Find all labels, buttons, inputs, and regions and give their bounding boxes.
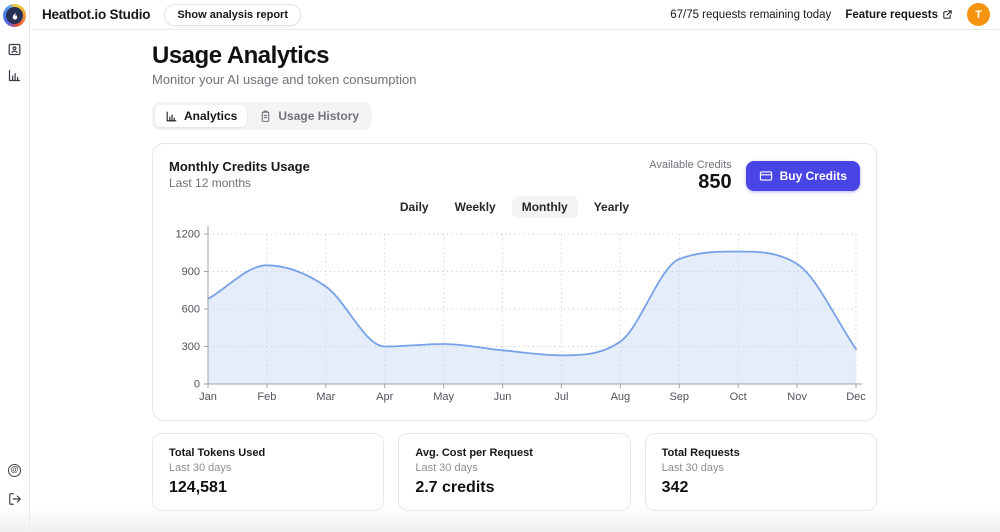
card-header: Monthly Credits Usage Last 12 months Ava… xyxy=(153,144,876,193)
stat-title: Total Tokens Used xyxy=(169,447,266,459)
tab-label: Analytics xyxy=(184,109,238,123)
avatar[interactable]: T xyxy=(967,3,990,26)
stat-subtitle: Last 30 days xyxy=(415,462,478,474)
card-subtitle: Last 12 months xyxy=(169,176,252,190)
page-title: Usage Analytics xyxy=(152,42,330,69)
card-header-right: Available Credits 850 Buy Credits xyxy=(649,159,860,193)
available-credits-value: 850 xyxy=(698,171,732,193)
show-analysis-report-button[interactable]: Show analysis report xyxy=(164,3,301,26)
card-header-left: Monthly Credits Usage Last 12 months xyxy=(169,159,310,190)
card-title: Monthly Credits Usage xyxy=(169,159,310,174)
period-option[interactable]: Daily xyxy=(399,200,429,214)
credit-card-icon xyxy=(759,171,772,181)
flame-icon xyxy=(6,7,23,24)
bar-chart-icon xyxy=(166,111,177,121)
buy-credits-label: Buy Credits xyxy=(779,169,847,183)
feature-requests-label: Feature requests xyxy=(845,8,938,21)
svg-text:Nov: Nov xyxy=(787,391,807,403)
buy-credits-button[interactable]: Buy Credits xyxy=(745,161,860,191)
app-title: Heatbot.io Studio xyxy=(42,7,151,22)
feature-requests-link[interactable]: Feature requests xyxy=(845,9,953,21)
id-card-icon[interactable] xyxy=(7,42,22,57)
external-link-icon xyxy=(943,10,952,19)
svg-text:300: 300 xyxy=(182,341,200,353)
tab-analytics[interactable]: Analytics xyxy=(155,105,248,127)
tab-label: Usage History xyxy=(278,109,360,123)
sidebar: @ xyxy=(0,0,30,532)
svg-text:Apr: Apr xyxy=(376,391,393,403)
svg-text:Jan: Jan xyxy=(199,391,217,403)
available-credits: Available Credits 850 xyxy=(649,159,731,193)
credits-usage-area-chart[interactable]: 0 300 600 900 1200 Jan Feb Mar Apr May Jun Jul Aug Se… xyxy=(153,220,878,410)
svg-text:600: 600 xyxy=(182,304,200,316)
svg-text:0: 0 xyxy=(194,379,200,391)
svg-text:Feb: Feb xyxy=(257,391,276,403)
svg-text:Dec: Dec xyxy=(846,391,866,403)
svg-text:Sep: Sep xyxy=(669,391,689,403)
page-subtitle: Monitor your AI usage and token consumpt… xyxy=(152,72,417,87)
stat-value: 342 xyxy=(661,479,689,496)
svg-text:Aug: Aug xyxy=(611,391,631,403)
stat-card-total-tokens: Total Tokens Used Last 30 days 124,581 xyxy=(152,433,385,511)
tab-usage-history[interactable]: Usage History xyxy=(249,105,369,127)
tab-bar: Analytics Usage History xyxy=(152,102,373,130)
svg-text:Jun: Jun xyxy=(494,391,512,403)
main-content: Usage Analytics Monitor your AI usage an… xyxy=(152,42,877,511)
svg-text:900: 900 xyxy=(182,266,200,278)
svg-text:Jul: Jul xyxy=(554,391,568,403)
svg-text:Oct: Oct xyxy=(730,391,747,403)
stat-card-total-requests: Total Requests Last 30 days 342 xyxy=(644,433,877,511)
svg-text:1200: 1200 xyxy=(176,229,200,241)
period-option[interactable]: Yearly xyxy=(593,200,630,214)
clipboard-icon xyxy=(262,110,270,122)
logout-icon[interactable] xyxy=(7,491,22,506)
svg-text:May: May xyxy=(433,391,454,403)
stat-value: 124,581 xyxy=(169,479,227,496)
requests-remaining-text: 67/75 requests remaining today xyxy=(670,8,832,21)
svg-text:Mar: Mar xyxy=(316,391,335,403)
stat-title: Total Requests xyxy=(661,447,740,459)
stat-subtitle: Last 30 days xyxy=(661,462,725,474)
topbar: Heatbot.io Studio Show analysis report 6… xyxy=(30,0,1000,30)
monthly-credits-card: Monthly Credits Usage Last 12 months Ava… xyxy=(152,143,877,421)
period-option[interactable]: Monthly xyxy=(511,196,578,218)
stat-title: Avg. Cost per Request xyxy=(415,447,533,459)
period-option[interactable]: Weekly xyxy=(454,200,496,214)
stat-subtitle: Last 30 days xyxy=(169,462,232,474)
stat-value: 2.7 credits xyxy=(415,479,495,496)
bar-chart-icon[interactable] xyxy=(7,68,22,83)
stat-card-avg-cost: Avg. Cost per Request Last 30 days 2.7 c… xyxy=(398,433,631,511)
app-logo[interactable] xyxy=(3,4,26,27)
available-credits-label: Available Credits xyxy=(649,159,732,171)
topbar-right: 67/75 requests remaining today Feature r… xyxy=(670,3,990,26)
at-circle-icon[interactable]: @ xyxy=(7,463,22,478)
stats-row: Total Tokens Used Last 30 days 124,581 A… xyxy=(152,433,877,511)
period-toggle: Daily Weekly Monthly Yearly xyxy=(153,196,876,218)
